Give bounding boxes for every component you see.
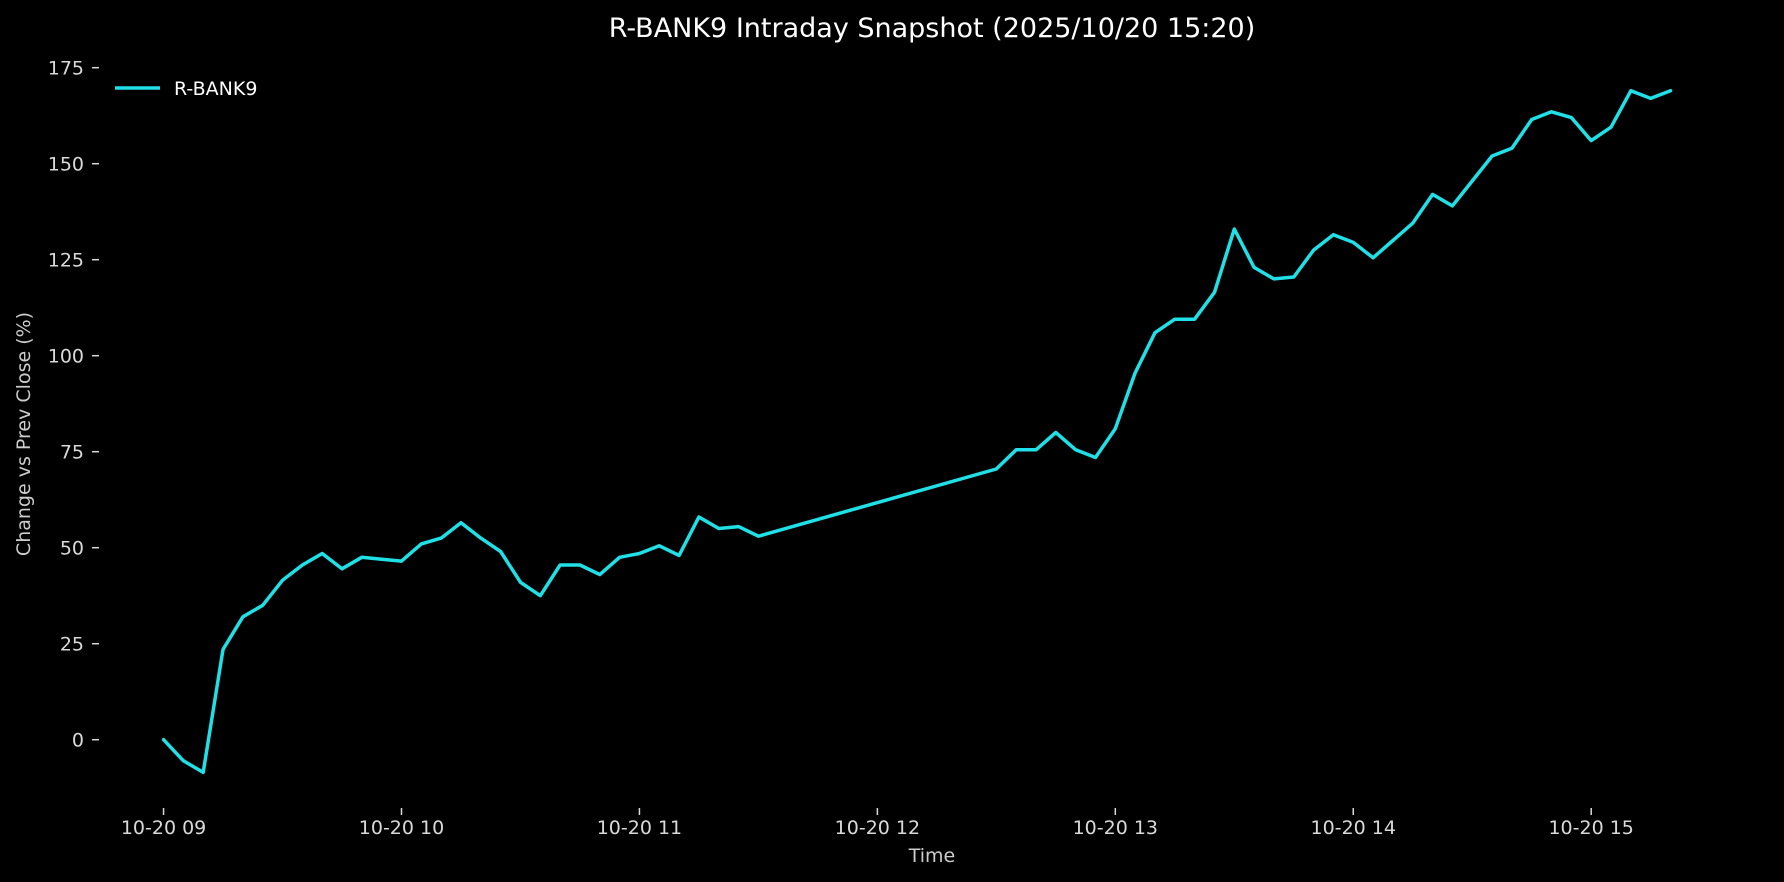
data-point bbox=[1113, 427, 1117, 431]
data-point bbox=[1193, 317, 1197, 321]
y-tick-label: 100 bbox=[48, 346, 84, 368]
legend-label-r-bank9: R-BANK9 bbox=[174, 78, 257, 100]
data-point bbox=[261, 603, 265, 607]
data-point bbox=[201, 770, 205, 774]
data-point bbox=[756, 534, 760, 538]
data-point bbox=[677, 553, 681, 557]
data-point bbox=[162, 738, 166, 742]
x-axis-label: Time bbox=[908, 845, 956, 867]
data-point bbox=[1431, 192, 1435, 196]
y-axis: 0 25 50 75 100 125 150 175 bbox=[48, 58, 99, 752]
y-tick-label: 150 bbox=[48, 154, 84, 176]
data-point bbox=[1411, 221, 1415, 225]
data-point bbox=[657, 544, 661, 548]
data-point bbox=[181, 759, 185, 763]
data-point bbox=[1272, 277, 1276, 281]
data-point bbox=[618, 555, 622, 559]
data-point bbox=[1550, 110, 1554, 114]
x-tick-label: 10-20 11 bbox=[597, 817, 682, 839]
data-point bbox=[499, 550, 503, 554]
x-tick-label: 10-20 14 bbox=[1311, 817, 1396, 839]
data-point bbox=[1589, 139, 1593, 143]
data-point bbox=[1252, 265, 1256, 269]
data-point bbox=[558, 563, 562, 567]
y-tick-label: 50 bbox=[60, 538, 84, 560]
data-point bbox=[1510, 146, 1514, 150]
data-point bbox=[1530, 118, 1534, 122]
data-point bbox=[221, 648, 225, 652]
x-tick-label: 10-20 09 bbox=[121, 817, 206, 839]
y-tick-label: 25 bbox=[60, 634, 84, 656]
data-point bbox=[300, 563, 304, 567]
data-point bbox=[1153, 331, 1157, 335]
data-point bbox=[697, 515, 701, 519]
data-point bbox=[1173, 317, 1177, 321]
x-tick-label: 10-20 12 bbox=[835, 817, 920, 839]
data-point bbox=[1094, 456, 1098, 460]
data-point bbox=[400, 559, 404, 563]
x-tick-label: 10-20 13 bbox=[1073, 817, 1158, 839]
x-tick-label: 10-20 10 bbox=[359, 817, 444, 839]
data-point bbox=[1232, 227, 1236, 231]
y-tick-label: 75 bbox=[60, 442, 84, 464]
y-tick-label: 125 bbox=[48, 250, 84, 272]
data-point bbox=[1371, 256, 1375, 260]
data-point bbox=[598, 573, 602, 577]
x-tick-label: 10-20 15 bbox=[1548, 817, 1633, 839]
data-point bbox=[1074, 448, 1078, 452]
data-point bbox=[479, 536, 483, 540]
data-point bbox=[1351, 240, 1355, 244]
x-axis: 10-20 09 10-20 10 10-20 11 10-20 12 10-20 13… bbox=[121, 808, 1634, 839]
data-point bbox=[459, 521, 463, 525]
data-point bbox=[1609, 125, 1613, 129]
data-point bbox=[519, 580, 523, 584]
data-point bbox=[1133, 371, 1137, 375]
data-point bbox=[1470, 179, 1474, 183]
data-point bbox=[1014, 448, 1018, 452]
y-tick-label: 175 bbox=[48, 58, 84, 80]
data-point bbox=[320, 552, 324, 556]
data-point bbox=[578, 563, 582, 567]
data-point bbox=[538, 594, 542, 598]
data-point bbox=[1629, 89, 1633, 93]
data-point bbox=[1649, 96, 1653, 100]
data-point bbox=[1312, 248, 1316, 252]
data-point bbox=[340, 567, 344, 571]
data-point bbox=[360, 555, 364, 559]
data-point bbox=[380, 557, 384, 561]
data-point bbox=[1213, 290, 1217, 294]
data-point bbox=[637, 552, 641, 556]
data-point bbox=[1669, 89, 1673, 93]
data-point bbox=[439, 536, 443, 540]
data-point bbox=[737, 525, 741, 529]
data-point bbox=[241, 615, 245, 619]
data-point bbox=[1490, 154, 1494, 158]
data-point bbox=[1034, 448, 1038, 452]
legend: R-BANK9 bbox=[115, 78, 257, 100]
series-line-r-bank9 bbox=[161, 88, 1673, 775]
data-point bbox=[1292, 275, 1296, 279]
y-tick-label: 0 bbox=[72, 730, 84, 752]
data-point bbox=[281, 578, 285, 582]
data-point bbox=[717, 527, 721, 531]
data-point bbox=[1569, 116, 1573, 120]
data-point bbox=[419, 542, 423, 546]
data-point bbox=[1054, 431, 1058, 435]
data-point bbox=[994, 467, 998, 471]
y-axis-label: Change vs Prev Close (%) bbox=[13, 312, 35, 556]
series-layer bbox=[161, 88, 1673, 775]
data-point bbox=[1391, 239, 1395, 243]
chart-title: R-BANK9 Intraday Snapshot (2025/10/20 15… bbox=[609, 13, 1256, 44]
data-point bbox=[1450, 204, 1454, 208]
data-point bbox=[1331, 233, 1335, 237]
